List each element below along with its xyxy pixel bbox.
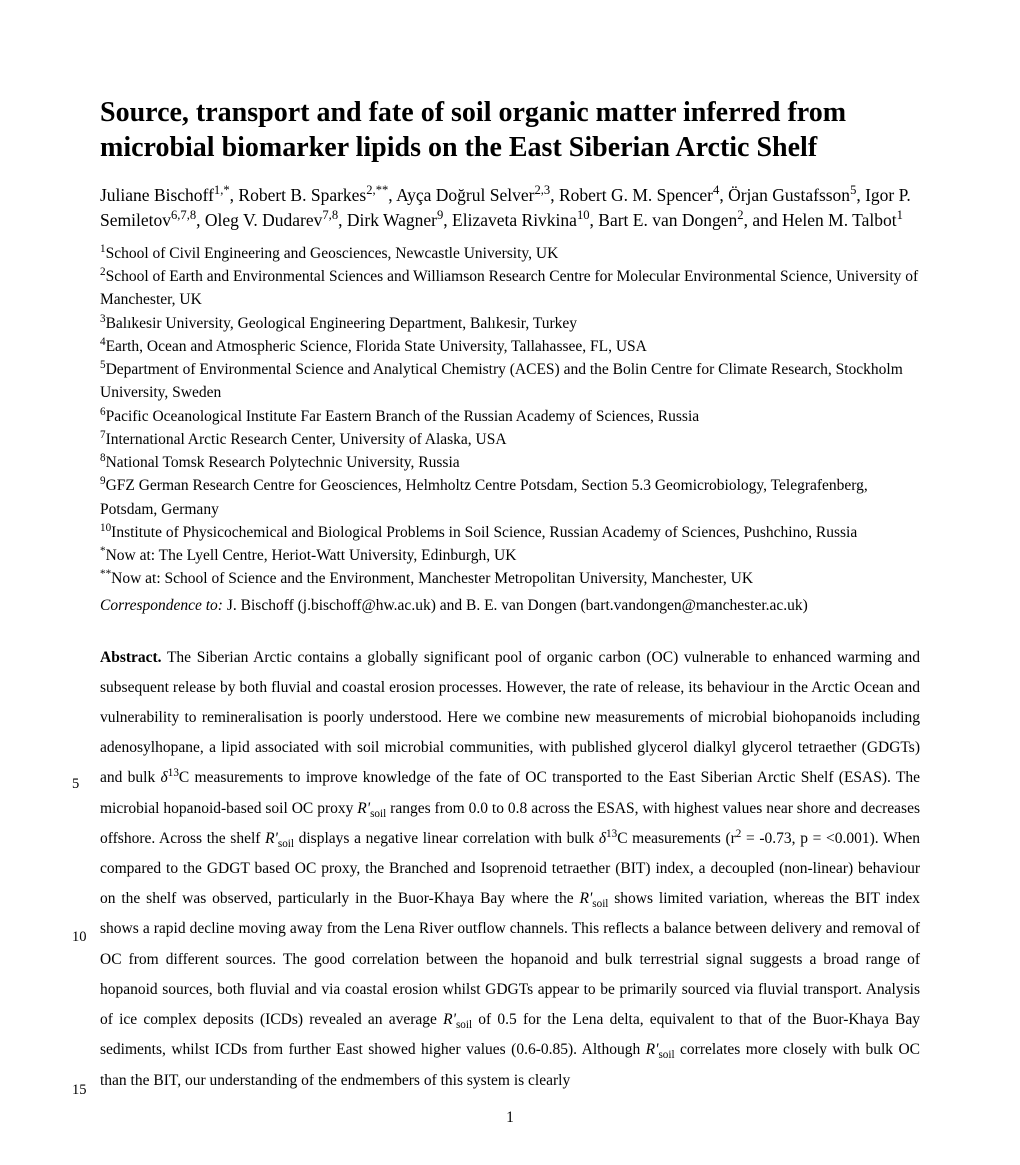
abstract-label: Abstract. [100,649,162,666]
affiliation-item: **Now at: School of Science and the Envi… [100,567,920,590]
affiliation-item: *Now at: The Lyell Centre, Heriot-Watt U… [100,544,920,567]
affiliation-item: 10Institute of Physicochemical and Biolo… [100,521,920,544]
page-number: 1 [0,1109,1020,1127]
abstract-body: Abstract. The Siberian Arctic contains a… [100,643,920,1096]
correspondence-text: J. Bischoff (j.bischoff@hw.ac.uk) and B.… [223,597,808,614]
abstract-text: The Siberian Arctic contains a globally … [100,649,920,1089]
affiliation-item: 8National Tomsk Research Polytechnic Uni… [100,451,920,474]
affiliation-item: 7International Arctic Research Center, U… [100,428,920,451]
correspondence-label: Correspondence to: [100,597,223,614]
line-number: 15 [72,1076,87,1104]
affiliation-item: 5Department of Environmental Science and… [100,358,920,405]
affiliation-list: 1School of Civil Engineering and Geoscie… [100,242,920,591]
correspondence-line: Correspondence to: J. Bischoff (j.bischo… [100,597,920,615]
line-number: 10 [72,923,87,951]
paper-page: Source, transport and fate of soil organ… [0,0,1020,1165]
affiliation-item: 6Pacific Oceanological Institute Far Eas… [100,405,920,428]
paper-title: Source, transport and fate of soil organ… [100,95,920,165]
affiliation-item: 4Earth, Ocean and Atmospheric Science, F… [100,335,920,358]
abstract-block: Abstract. The Siberian Arctic contains a… [100,643,920,1096]
author-list: Juliane Bischoff1,*, Robert B. Sparkes2,… [100,183,920,234]
affiliation-item: 9GFZ German Research Centre for Geoscien… [100,474,920,521]
affiliation-item: 3Balıkesir University, Geological Engine… [100,312,920,335]
affiliation-item: 2School of Earth and Environmental Scien… [100,265,920,312]
affiliation-item: 1School of Civil Engineering and Geoscie… [100,242,920,265]
line-number: 5 [72,770,79,798]
